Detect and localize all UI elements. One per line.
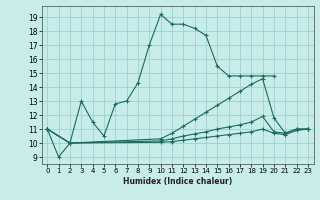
X-axis label: Humidex (Indice chaleur): Humidex (Indice chaleur) [123,177,232,186]
